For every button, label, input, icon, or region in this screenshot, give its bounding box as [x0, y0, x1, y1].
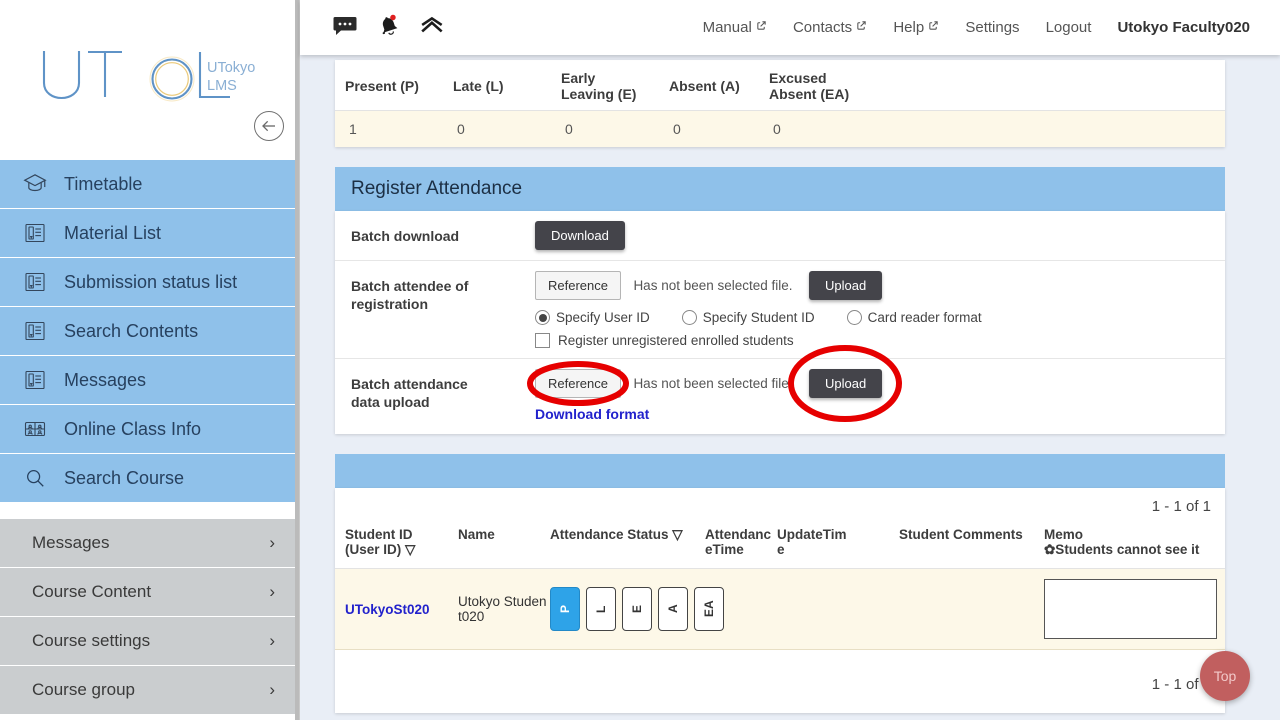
svg-text:LMS: LMS [207, 78, 237, 94]
svg-text:UTokyo: UTokyo [207, 60, 255, 76]
